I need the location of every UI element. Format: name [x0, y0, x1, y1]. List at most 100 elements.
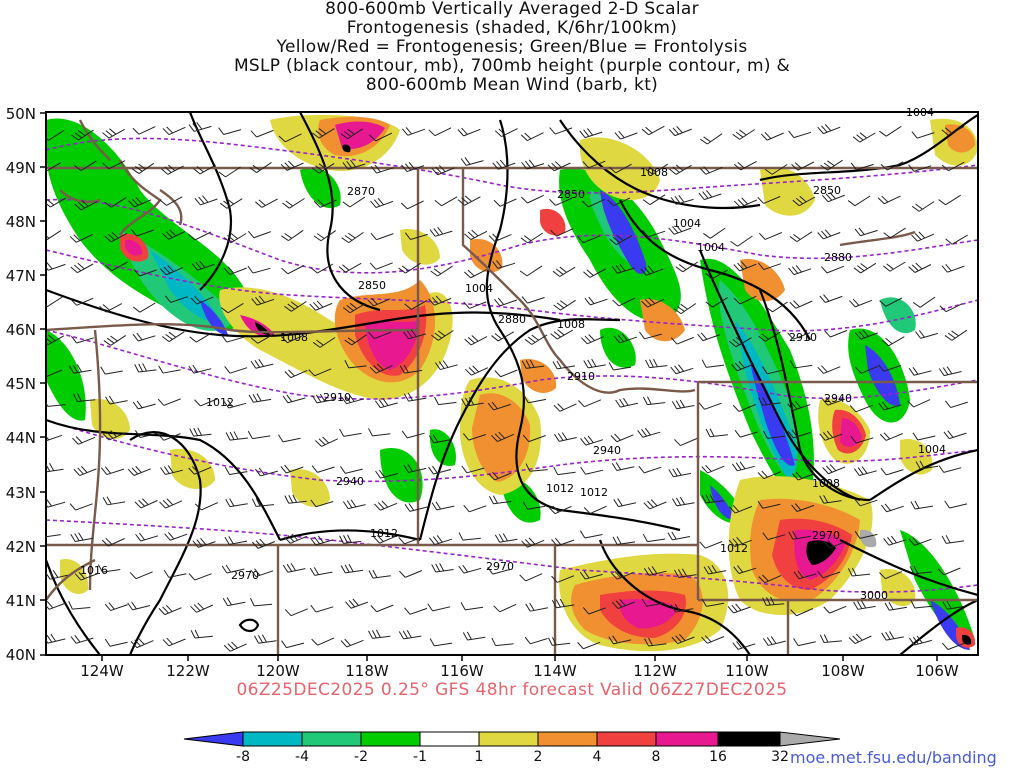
colorbar-label: -8 [236, 749, 250, 765]
wind-barb [941, 535, 965, 544]
wind-barb [460, 602, 484, 611]
wind-barb [757, 262, 781, 271]
height-label: 2850 [557, 188, 585, 201]
wind-barb [135, 532, 159, 542]
wind-barb [46, 398, 66, 407]
wind-barb [822, 464, 846, 475]
wind-barb [157, 398, 181, 406]
wind-barb [488, 495, 512, 505]
wind-barbs [46, 122, 968, 652]
wind-barb [311, 465, 335, 473]
wind-barb [525, 463, 548, 472]
wind-barb [162, 229, 186, 240]
wind-barb [494, 369, 518, 378]
wind-barb [705, 296, 729, 308]
wind-barb [584, 296, 608, 306]
wind-barb [488, 471, 512, 481]
wind-barb [370, 164, 394, 174]
wind-barb [102, 160, 126, 170]
wind-barb [251, 498, 275, 507]
wind-barb [760, 132, 784, 141]
wind-barb [675, 261, 699, 273]
wind-barb [284, 533, 308, 544]
wind-barb [609, 163, 632, 174]
title-line-2: Frontogenesis (shaded, K/6hr/100km) [346, 18, 678, 38]
mslp-label: 1004 [918, 443, 946, 456]
wind-barb [698, 190, 722, 201]
lat-label: 49N [6, 159, 36, 177]
wind-barb [850, 435, 874, 444]
wind-barb [188, 364, 212, 374]
wind-barb [554, 432, 577, 442]
latitude-labels: 50N 49N 48N 47N 46N 45N 44N 43N 42N 41N … [6, 105, 36, 664]
wind-barb [549, 127, 573, 135]
wind-barb [493, 198, 517, 207]
wind-barb [342, 196, 366, 208]
wind-barb [224, 466, 248, 476]
wind-barb [157, 433, 181, 441]
wind-barb [579, 128, 603, 139]
wind-barb [611, 263, 635, 274]
wind-barb [943, 430, 967, 440]
wind-barb [460, 157, 484, 166]
wind-barb [674, 438, 698, 447]
wind-barb [494, 297, 518, 307]
lat-label: 44N [6, 429, 36, 447]
wind-barb [494, 128, 518, 137]
wind-barb [791, 503, 815, 512]
frontogenesis-shading [46, 114, 978, 652]
wind-barb [70, 262, 94, 274]
wind-barb [792, 471, 816, 481]
wind-barb [370, 197, 394, 208]
title-line-5: 800-600mb Mean Wind (barb, kt) [365, 75, 659, 95]
wind-barb [189, 332, 213, 343]
wind-barb [819, 430, 843, 441]
wind-barb [368, 428, 391, 437]
lat-label: 48N [6, 213, 36, 231]
wind-barb [134, 430, 158, 439]
wind-barb [72, 436, 96, 445]
wind-barb [551, 575, 575, 583]
wind-barb [668, 467, 692, 478]
wind-barb [429, 638, 453, 647]
wind-barb [524, 636, 548, 645]
wind-barb [908, 262, 932, 273]
wind-barb [344, 334, 367, 346]
wind-barb [219, 198, 243, 209]
wind-barb [878, 364, 902, 372]
wind-barb [46, 130, 65, 141]
wind-barb [284, 608, 308, 617]
wind-barb [909, 635, 932, 646]
wind-barb [312, 393, 335, 404]
wind-barb [310, 604, 334, 613]
wind-barb [880, 161, 904, 171]
height-label: 2850 [358, 279, 386, 292]
wind-barb [847, 567, 871, 577]
wind-barb [762, 596, 785, 606]
wind-barb [521, 537, 545, 548]
wind-barb [101, 466, 125, 476]
wind-barb [521, 296, 545, 304]
wind-barb [788, 130, 812, 139]
colorbar-swatch [419, 731, 480, 747]
wind-barb [255, 467, 278, 477]
wind-barb [643, 499, 667, 510]
wind-barb [553, 299, 576, 311]
wind-barb [941, 125, 965, 136]
wind-barb [282, 394, 306, 404]
wind-barb [703, 564, 727, 575]
height-label: 2880 [498, 313, 526, 326]
wind-barb [164, 295, 188, 303]
wind-barb [282, 563, 306, 573]
wind-barb [670, 336, 694, 345]
wind-barb [429, 535, 453, 546]
wind-barb [552, 360, 576, 370]
wind-barb [281, 265, 305, 275]
wind-barb [732, 129, 755, 140]
wind-barb [312, 337, 336, 348]
colorbar-swatch [301, 731, 362, 747]
wind-barb [195, 502, 219, 511]
wind-barb [641, 598, 665, 607]
wind-barb [73, 465, 97, 477]
height-label: 2850 [813, 184, 841, 197]
